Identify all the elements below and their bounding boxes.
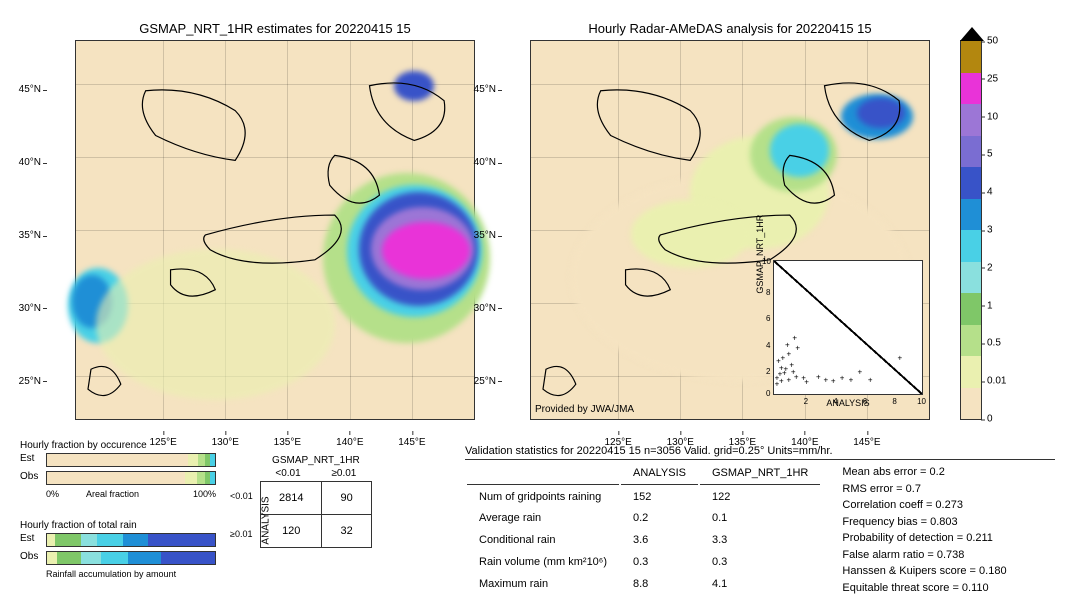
inset-scatter: +++++++++++++++++++++++++++ ANALYSIS GSM… — [773, 260, 923, 395]
coastline-left — [76, 41, 474, 419]
attribution: Provided by JWA/JMA — [535, 404, 634, 415]
map-title-left: GSMAP_NRT_1HR estimates for 20220415 15 — [76, 21, 474, 36]
colorbar: 502510543210.50.010 — [960, 40, 982, 420]
figure-container: GSMAP_NRT_1HR estimates for 20220415 15 … — [0, 0, 1080, 612]
map-gsmap: GSMAP_NRT_1HR estimates for 20220415 15 … — [75, 40, 475, 420]
hbar-total-rain: Hourly fraction of total rain Est Obs Ra… — [20, 520, 220, 579]
hbar-occurrence: Hourly fraction by occurence Est Obs 0% … — [20, 440, 220, 499]
stats-table: ANALYSISGSMAP_NRT_1HR Num of gridpoints … — [465, 464, 822, 596]
stats-metrics: Mean abs error = 0.2RMS error = 0.7Corre… — [842, 464, 1006, 596]
map-title-right: Hourly Radar-AMeDAS analysis for 2022041… — [531, 21, 929, 36]
map-analysis: Hourly Radar-AMeDAS analysis for 2022041… — [530, 40, 930, 420]
contingency-table: GSMAP_NRT_1HR <0.01 ≥0.01 ANALYSIS <0.01… — [260, 455, 372, 548]
stats-section: Validation statistics for 20220415 15 n=… — [465, 445, 1055, 596]
